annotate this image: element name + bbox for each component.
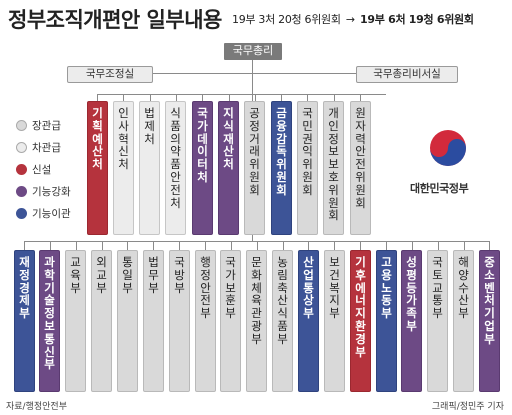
legend-swatch (16, 120, 27, 131)
legend-item: 기능이관 (16, 204, 88, 223)
ministry-connector (489, 241, 490, 251)
taegeuk-emblem-icon (430, 130, 466, 166)
legend-item: 기능강화 (16, 182, 88, 201)
upper-connector (150, 94, 151, 102)
upper-connector (176, 94, 177, 102)
ministry-connector (153, 241, 154, 251)
graphic-credit: 그래픽/정민주 기자 (431, 402, 504, 412)
upper-connector (202, 94, 203, 102)
ministry-connector (412, 241, 413, 251)
ministry-connector (50, 241, 51, 251)
subtitle-before: 19부 3처 20청 6위원회 (232, 13, 341, 26)
legend-swatch (16, 208, 27, 219)
upper-connector (360, 94, 361, 102)
chart-subtitle: 19부 3처 20청 6위원회 → 19부 6처 19청 6위원회 (232, 11, 474, 27)
legend-label: 장관급 (32, 120, 61, 132)
ministry-connector (438, 241, 439, 251)
chart-title: 정부조직개편안 일부내용 (8, 8, 222, 32)
subtitle-after: 19부 6처 19청 6위원회 (360, 13, 474, 26)
ministry-connector (127, 241, 128, 251)
upper-connector (334, 94, 335, 102)
legend-swatch (16, 186, 27, 197)
ministry-connector (179, 241, 180, 251)
government-logo-text: 대한민국정부 (410, 182, 469, 195)
upper-connector (255, 94, 256, 102)
legend-label: 차관급 (32, 142, 61, 154)
ministry-connector (257, 241, 258, 251)
connector-offices-horizontal (145, 73, 362, 74)
connector-pm-down (252, 59, 253, 73)
connector-upper-horizontal (97, 94, 386, 95)
ministry-connector (308, 241, 309, 251)
legend-label: 기능강화 (32, 186, 71, 198)
prime-minister-box: 국무총리 (224, 43, 282, 60)
legend-label: 신설 (32, 164, 52, 176)
upper-connector (97, 94, 98, 102)
upper-connector (307, 94, 308, 102)
upper-connector (281, 94, 282, 102)
upper-connector (229, 94, 230, 102)
ministry-connector (360, 241, 361, 251)
legend-label: 기능이관 (32, 208, 71, 220)
source-note: 자료/행정안전부 (6, 402, 67, 412)
ministry-connector (283, 241, 284, 251)
secretariat-box: 국무총리비서실 (356, 66, 458, 83)
ministry-connector (464, 241, 465, 251)
ministry-connector (334, 241, 335, 251)
ministry-connector (102, 241, 103, 251)
ministry-connector (76, 241, 77, 251)
ministry-connector (24, 241, 25, 251)
legend-item: 장관급 (16, 116, 88, 135)
upper-connector (123, 94, 124, 102)
coordination-office-box: 국무조정실 (67, 66, 153, 83)
ministry-connector (386, 241, 387, 251)
legend-item: 차관급 (16, 138, 88, 157)
ministry-connector (231, 241, 232, 251)
connector-lower-horizontal (24, 241, 489, 242)
legend-swatch (16, 164, 27, 175)
ministry-connector (205, 241, 206, 251)
legend-item: 신설 (16, 160, 88, 179)
subtitle-arrow: → (345, 13, 355, 26)
legend-swatch (16, 142, 27, 153)
